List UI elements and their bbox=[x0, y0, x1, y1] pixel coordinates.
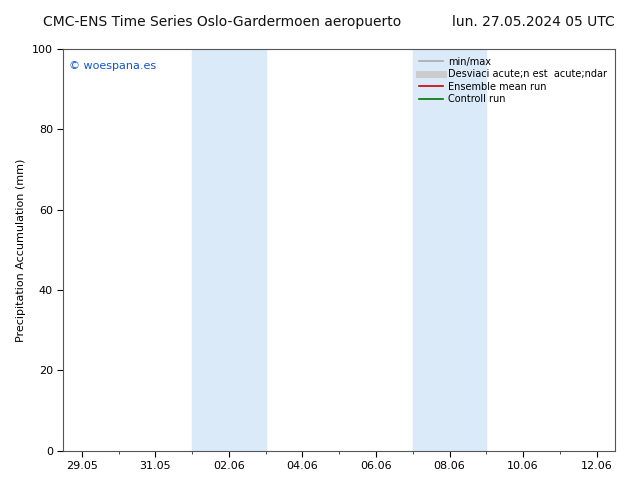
Bar bbox=[192, 49, 266, 451]
Legend: min/max, Desviaci acute;n est  acute;ndar, Ensemble mean run, Controll run: min/max, Desviaci acute;n est acute;ndar… bbox=[416, 54, 610, 107]
Y-axis label: Precipitation Accumulation (mm): Precipitation Accumulation (mm) bbox=[16, 158, 27, 342]
Text: © woespana.es: © woespana.es bbox=[69, 61, 156, 71]
Text: lun. 27.05.2024 05 UTC: lun. 27.05.2024 05 UTC bbox=[452, 15, 615, 29]
Bar bbox=[413, 49, 486, 451]
Text: CMC-ENS Time Series Oslo-Gardermoen aeropuerto: CMC-ENS Time Series Oslo-Gardermoen aero… bbox=[42, 15, 401, 29]
